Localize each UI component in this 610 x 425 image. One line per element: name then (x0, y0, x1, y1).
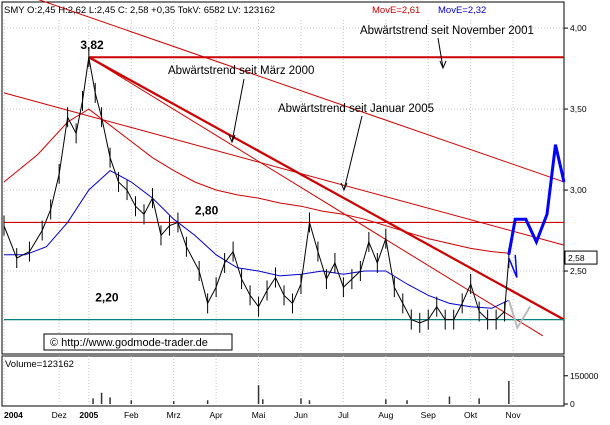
symbol-line: SMY O:2,45 H:2,62 L:2,45 C: 2,58 +0,35 T… (4, 5, 275, 16)
volume-tick-label: 0 (570, 399, 575, 409)
annotation-arrowhead (439, 60, 447, 70)
trendline-label: Abwärtstrend seit November 2001 (360, 25, 534, 37)
annotation-pointer (231, 78, 245, 143)
moving-averages (3, 108, 510, 309)
x-tick-label: Aug (378, 410, 393, 420)
volume-tick-label: 150000 (570, 371, 599, 381)
trendlines (3, 0, 565, 337)
level-label: 2,20 (95, 291, 119, 305)
forecast-bullish-path (507, 144, 566, 256)
x-tick-label: 2004 (4, 410, 23, 420)
volume-bars (92, 380, 510, 404)
y-axis: 2,50 3,00 3,50 4,00 2,58 (564, 23, 598, 276)
x-tick-label: Okt (464, 410, 478, 420)
watermark-box (43, 333, 233, 351)
level-label: 3,82 (80, 38, 104, 52)
last-price-box (564, 250, 598, 265)
y-tick-label: 2,50 (570, 266, 587, 276)
watermark: © http://www.godmode-trader.de (50, 337, 208, 349)
level-label: 2,80 (195, 203, 219, 217)
x-tick-label: Dez (52, 410, 67, 420)
x-tick-label: Mrz (167, 410, 181, 420)
main-panel-frame (1, 1, 565, 355)
x-tick-label: Mai (252, 410, 266, 420)
price-line (3, 57, 510, 324)
volume-label: Volume=123162 (5, 359, 74, 370)
moving-average-line (4, 169, 510, 309)
x-tick-label: 2005 (79, 410, 98, 420)
annotations: Abwärtstrend seit November 2001 Abwärtstr… (168, 25, 534, 192)
mova-blue-label: MovE=2,32 (438, 5, 486, 16)
x-tick-label: Sep (421, 410, 436, 420)
annotation-arrowhead (228, 134, 236, 144)
forecast-arrow (508, 254, 518, 278)
y-tick-label: 3,00 (570, 185, 587, 195)
x-tick-label: Apr (210, 410, 223, 420)
mova-red-label: MovE=2,61 (372, 5, 420, 16)
trendline (38, 0, 565, 183)
price-series (3, 47, 510, 333)
forecast-bearish-path (507, 299, 531, 331)
volume-axis: 150000 0 (564, 371, 599, 409)
horizontal-levels: 3,82 2,80 2,20 (4, 38, 564, 321)
trendline (3, 92, 565, 246)
x-axis: 2004 Dez 2005 Feb Mrz Apr Mai Jun Jul Aug Sep Okt No… (4, 410, 521, 420)
y-tick-label: 4,00 (570, 23, 587, 33)
forecast-path (507, 144, 566, 331)
annotation-pointer (343, 115, 363, 191)
price-grid (4, 27, 564, 272)
x-tick-label: Jul (338, 410, 349, 420)
annotation-arrowhead (340, 182, 348, 192)
moving-average-line (3, 108, 509, 254)
trendline-label: Abwärtstrend seit Januar 2005 (278, 103, 434, 115)
trendline (88, 56, 565, 321)
y-tick-label: 3,50 (570, 104, 587, 114)
annotation-pointer (437, 37, 444, 69)
x-tick-label: Nov (506, 410, 522, 420)
last-price-label: 2,58 (568, 253, 585, 263)
trendline-label: Abwärtstrend seit März 2000 (168, 65, 314, 77)
x-tick-label: Jun (294, 410, 308, 420)
trendline (88, 56, 544, 337)
x-tick-label: Feb (124, 410, 139, 420)
